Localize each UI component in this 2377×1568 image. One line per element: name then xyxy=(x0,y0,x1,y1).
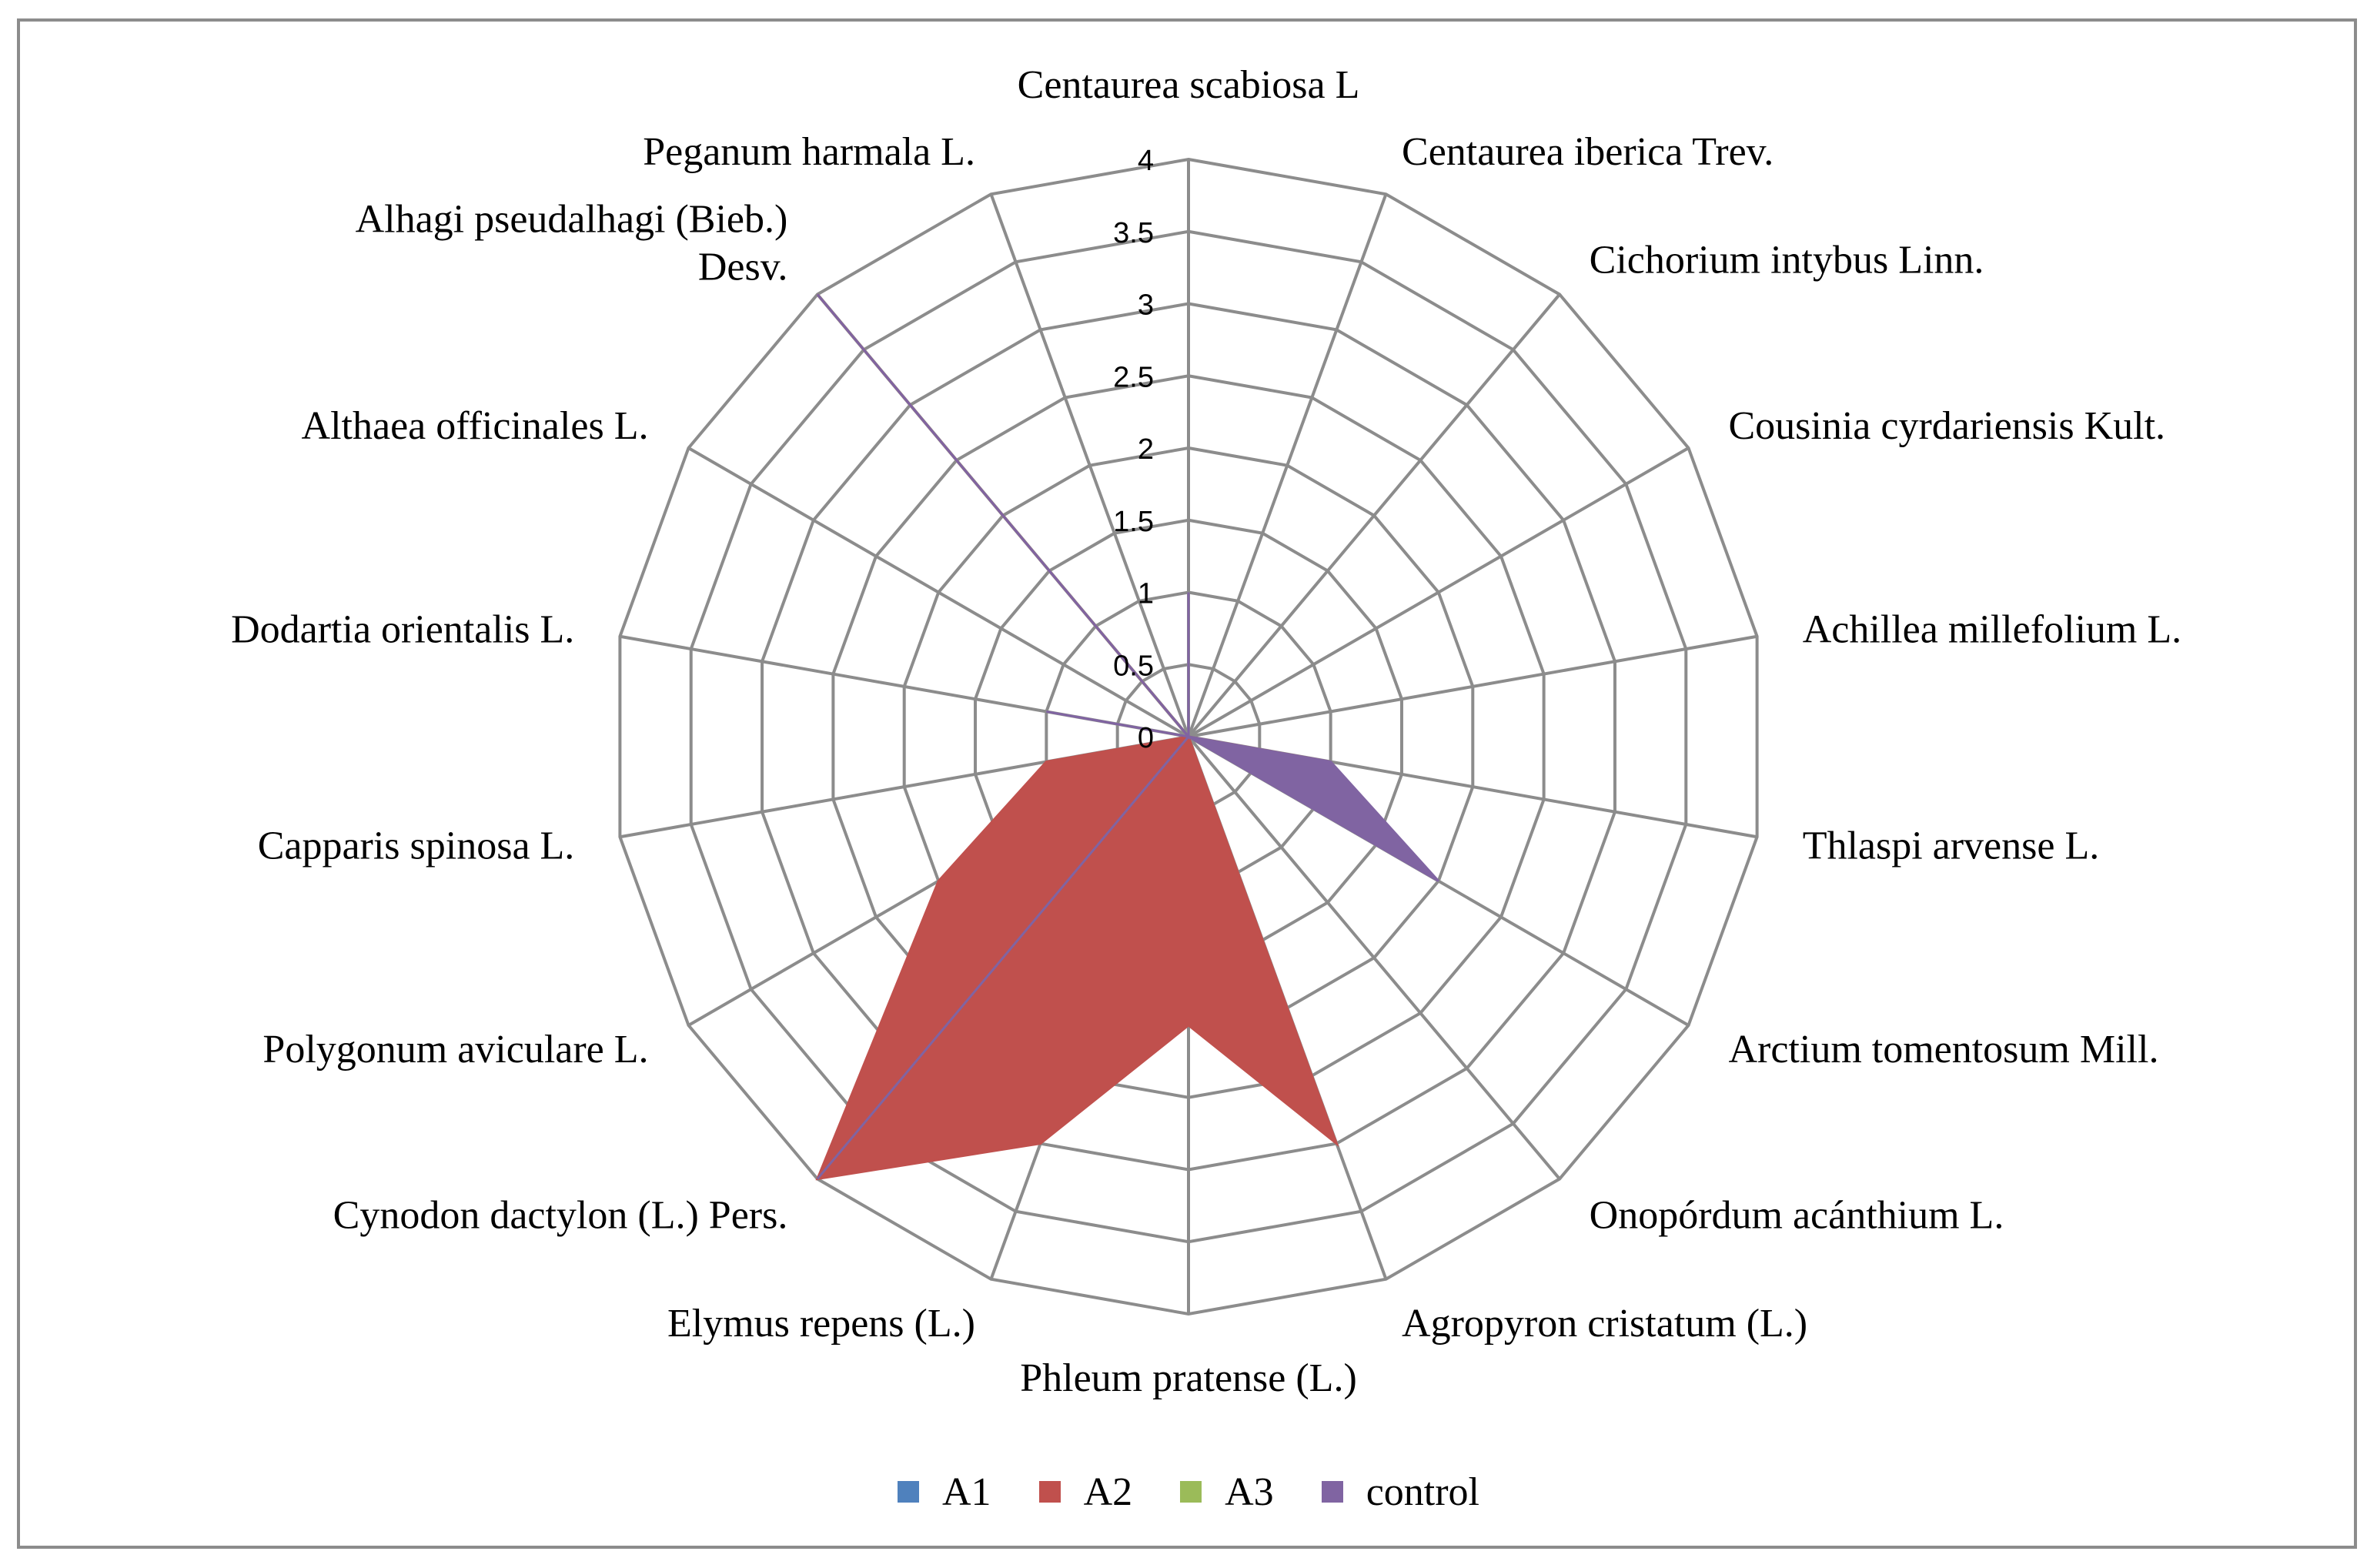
category-label: Achillea millefolium L. xyxy=(1803,607,2181,651)
category-label: Cynodon dactylon (L.) Pers. xyxy=(333,1193,788,1237)
category-label: Phleum pratense (L.) xyxy=(1020,1356,1357,1400)
grid-spoke xyxy=(1187,193,1388,737)
grid-spoke xyxy=(1187,293,1561,738)
category-label: Agropyron cristatum (L.) xyxy=(1402,1302,1807,1346)
category-label: Elymus repens (L.) xyxy=(667,1302,975,1346)
legend-swatch xyxy=(898,1481,919,1503)
legend-swatch xyxy=(1321,1481,1343,1503)
category-label: Peganum harmala L. xyxy=(643,130,975,174)
radial-tick-label: 1.5 xyxy=(1113,506,1154,538)
grid-spoke xyxy=(989,193,1190,737)
category-label: Dodartia orientalis L. xyxy=(231,607,574,651)
grid-spoke xyxy=(1187,735,1561,1180)
category-label: Capparis spinosa L. xyxy=(258,824,575,868)
legend: A1 A2 A3 control xyxy=(0,1465,2377,1519)
legend-item-a2: A2 xyxy=(1038,1469,1133,1515)
category-label: Arctium tomentosum Mill. xyxy=(1728,1028,2158,1072)
legend-item-control: control xyxy=(1321,1469,1479,1515)
category-label: Centaurea scabiosa L xyxy=(1018,63,1360,107)
legend-item-a1: A1 xyxy=(898,1469,991,1515)
radial-tick-label: 3 xyxy=(1138,289,1154,322)
category-label: Cichorium intybus Linn. xyxy=(1590,239,1984,283)
category-label: Cousinia cyrdariensis Kult. xyxy=(1728,404,2165,448)
radial-tick-label: 0 xyxy=(1138,722,1154,754)
category-label: Althaea officinales L. xyxy=(302,404,649,448)
radial-tick-label: 2 xyxy=(1138,433,1154,466)
series-area-control xyxy=(816,293,1439,1180)
legend-label: A1 xyxy=(942,1469,991,1514)
legend-item-a3: A3 xyxy=(1180,1469,1274,1515)
radial-tick-labels: 0 0.5 1 1.5 2 2.5 3 3.5 4 xyxy=(1113,145,1154,754)
grid-spoke xyxy=(687,446,1190,738)
legend-label: A2 xyxy=(1083,1469,1133,1514)
radial-tick-label: 4 xyxy=(1138,145,1154,177)
legend-swatch xyxy=(1180,1481,1202,1503)
radial-tick-label: 0.5 xyxy=(1113,650,1154,682)
category-label: Alhagi pseudalhagi (Bieb.) Desv. xyxy=(356,198,788,289)
radial-tick-label: 3.5 xyxy=(1113,217,1154,249)
radial-tick-label: 2.5 xyxy=(1113,361,1154,393)
category-label: Thlaspi arvense L. xyxy=(1803,824,2100,868)
grid-spoke xyxy=(1188,634,1757,738)
series-layer xyxy=(815,293,1439,1181)
legend-label: control xyxy=(1366,1469,1479,1514)
category-labels: Centaurea scabiosa L Centaurea iberica Tr… xyxy=(231,63,2181,1400)
grid-spoke xyxy=(1187,446,1690,738)
legend-label: A3 xyxy=(1225,1469,1274,1514)
radial-tick-label: 1 xyxy=(1138,578,1154,610)
category-label: Onopórdum acánthium L. xyxy=(1590,1193,2004,1237)
category-label: Centaurea iberica Trev. xyxy=(1402,130,1774,174)
category-label: Polygonum aviculare L. xyxy=(262,1028,648,1072)
legend-swatch xyxy=(1038,1481,1061,1503)
